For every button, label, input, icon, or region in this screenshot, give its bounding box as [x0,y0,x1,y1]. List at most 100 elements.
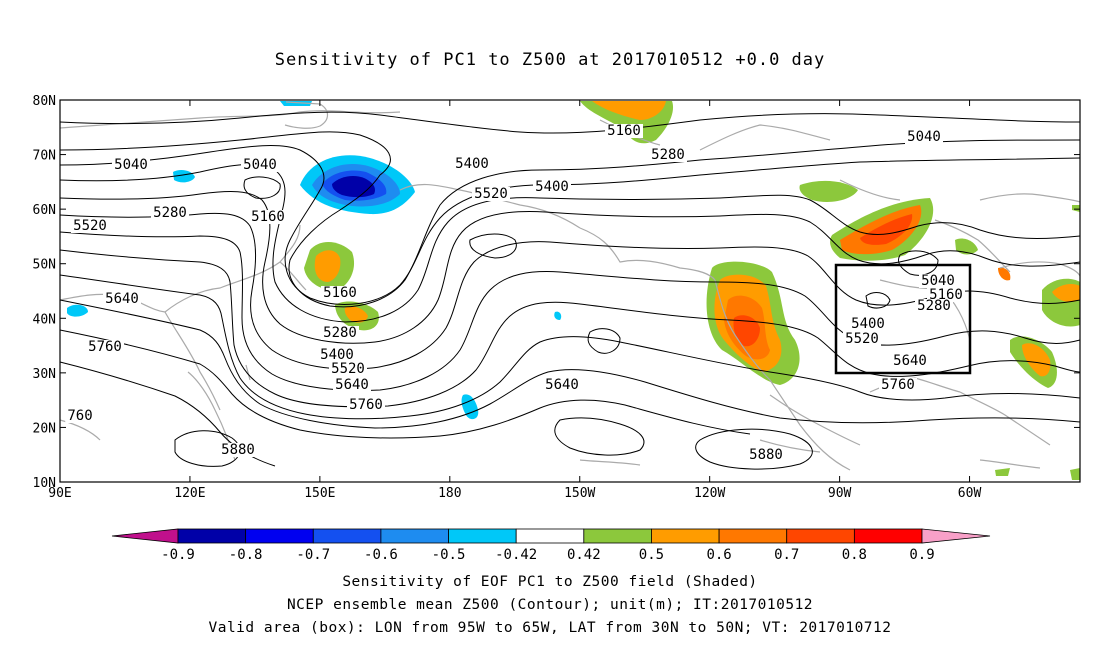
contour-label: 5640 [335,377,369,393]
contour-label: 5040 [907,129,941,145]
colorbar-segment [515,528,585,544]
lon-label: 90W [828,486,852,501]
caption-shading: Sensitivity of EOF PC1 to Z500 field (Sh… [342,574,758,590]
shading-patch [1022,343,1051,377]
shading-patch [733,315,760,347]
contour-label: 5640 [105,291,139,307]
coastline-segment [579,227,716,281]
contour-label: 5160 [323,285,357,301]
coastline-segment [284,101,329,129]
contour-label-bg [543,378,581,392]
contour-label-bg [318,348,356,362]
contour-label: 5160 [607,123,641,139]
contour-label-bg [333,378,371,392]
contour-label-bg [347,398,385,412]
contour-label-bg [472,187,510,201]
coastline-segment [959,391,1051,446]
lat-label: 20N [33,421,56,436]
contour-label: 5280 [651,147,685,163]
caption-valid-area: Valid area (box): LON from 95W to 65W, L… [208,620,892,636]
contour-line [59,131,1081,308]
contour-line [59,299,1081,429]
contour-label: 5040 [114,157,148,173]
contour-label: 5760 [881,377,915,393]
contour-label: 5040 [243,157,277,173]
contour-line [59,274,1081,420]
colorbar-label: -0.42 [495,547,537,563]
z500-contours [59,111,1081,470]
contour-label-bg [747,448,785,462]
contour-label-bg [321,286,359,300]
contour-line [59,249,1081,408]
lon-label: 120W [694,486,725,501]
contour-label: 5520 [474,186,508,202]
contour-label: 760 [67,408,92,424]
coastline-segment [979,193,1081,203]
shading-patch [998,267,1011,281]
coastline-segment [979,459,1041,469]
contour-label-bg [919,274,957,288]
colorbar-min-arrow [111,528,179,544]
contour-label: 5400 [320,347,354,363]
contour-label-bg [843,332,881,346]
contour-label: 5400 [851,316,885,332]
contour-label: 5040 [921,273,955,289]
shading-patch [314,250,341,282]
colorbar-label: 0.8 [842,547,867,563]
contour-label: 5520 [331,361,365,377]
contour-label: 5880 [221,442,255,458]
colorbar-segment [718,528,788,544]
contour-label-bg [151,206,189,220]
contour-line [554,417,645,456]
contour-label: 5880 [749,447,783,463]
colorbar-segment [583,528,652,544]
shading-patch [592,101,666,120]
lat-label: 40N [33,312,56,327]
lon-label: 90E [48,486,71,501]
contour-label: 5640 [545,377,579,393]
shading-patch [955,238,978,255]
contour-label: 5280 [323,325,357,341]
colorbar-label: -0.9 [161,547,195,563]
colorbar-segment [312,528,382,544]
shading-patch [173,169,195,183]
colorbar-segment [786,528,855,544]
colorbar-label: 0.9 [909,547,934,563]
contour-line [59,111,1081,134]
shading-patch [995,468,1010,476]
contour-label: 5400 [455,156,489,172]
contour-label: 5280 [153,205,187,221]
contour-line [59,329,751,439]
contour-label-bg [905,130,943,144]
coastline-segment [164,224,301,313]
shading-patch [554,311,562,320]
lon-label: 60W [958,486,982,501]
colorbar-label: 0.6 [706,547,731,563]
colorbar-label: 0.42 [567,547,601,563]
colorbar-label: -0.7 [296,547,330,563]
colorbar-segment [177,528,247,544]
lat-label: 70N [33,149,56,164]
coastline-segment [279,261,307,291]
contour-label-bg [219,443,257,457]
contour-label: 5760 [88,339,122,355]
coastline-segment [759,439,821,453]
lon-label: 180 [438,486,461,501]
contour-label-bg [86,340,124,354]
contour-line [865,292,891,309]
contour-line [469,233,517,259]
lon-label: 150E [304,486,335,501]
contour-label-bg [879,378,917,392]
coastline-segment [59,419,101,441]
colorbar-label: -0.6 [364,547,398,563]
contour-label-bg [329,362,367,376]
coastline-segment [699,124,831,151]
colorbar-segment [380,528,449,544]
contour-label: 5760 [349,397,383,413]
shading-patch [860,214,913,245]
coastline-segment [839,179,901,201]
